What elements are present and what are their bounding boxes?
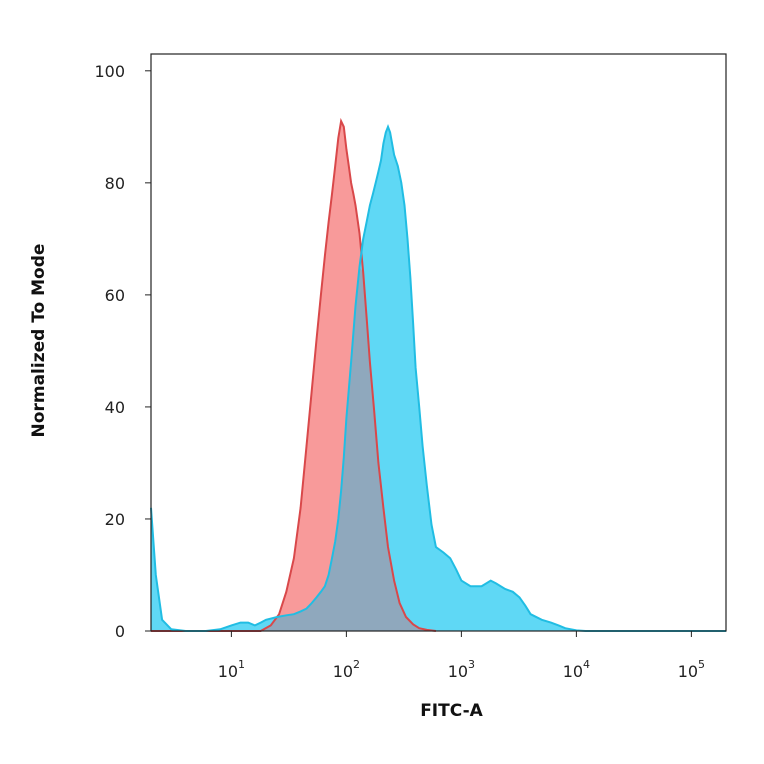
blue-histogram-outline [150,124,726,632]
x-axis-ticks: 101 102 103 104 105 [218,631,705,681]
y-tick-label: 100 [94,62,125,81]
x-tick-label: 102 [333,658,360,681]
series-layer [150,117,726,632]
x-axis-label: FITC-A [420,701,483,721]
x-tick-label-base: 10 [563,662,583,681]
x-tick-label: 103 [448,658,475,681]
x-tick-label-base: 10 [333,662,353,681]
x-tick-label-exponent: 1 [238,658,245,671]
y-tick-label: 40 [105,398,125,417]
red-histogram-outline [151,117,437,632]
x-tick-label-base: 10 [678,662,698,681]
x-tick-label-exponent: 4 [583,658,590,671]
blue-histogram-series [151,126,726,632]
y-axis-label: Normalized To Mode [29,244,49,438]
x-tick-label-exponent: 3 [468,658,475,671]
y-tick-label: 60 [105,286,125,305]
plot-frame [150,53,727,632]
x-tick-label: 101 [218,658,245,681]
x-tick-label-base: 10 [218,662,238,681]
x-tick-label-exponent: 5 [698,658,705,671]
y-tick-label: 80 [105,174,125,193]
x-tick-label: 105 [678,658,705,681]
y-tick-label: 20 [105,510,125,529]
x-tick-label-exponent: 2 [353,658,360,671]
y-axis-ticks: 0 20 40 60 80 100 [94,62,151,641]
x-tick-label-base: 10 [448,662,468,681]
y-tick-label: 0 [115,622,125,641]
x-tick-label: 104 [563,658,590,681]
